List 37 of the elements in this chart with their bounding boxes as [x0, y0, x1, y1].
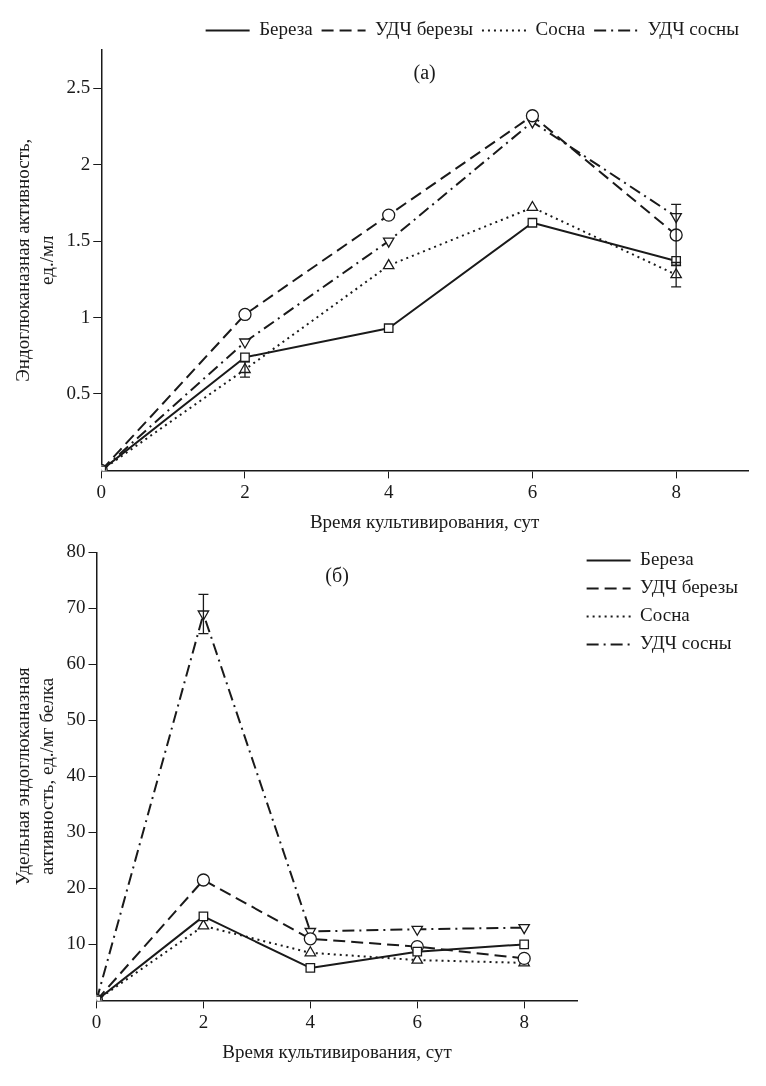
x-tick-label: 6: [412, 1010, 422, 1032]
text: (a): [413, 61, 436, 85]
y-tick-label: 2.5: [66, 76, 91, 98]
legend-label: Сосна: [535, 18, 586, 40]
x-tick-label: 2: [240, 480, 250, 502]
y-axis-title: Эндоглюканазная активность, ед./мл: [11, 138, 57, 382]
legend-label: УДЧ березы: [640, 576, 739, 598]
y-tick-label: 80: [66, 540, 86, 562]
x-tick-label: 2: [198, 1010, 209, 1032]
x-tick-label: 4: [305, 1010, 316, 1032]
x-axis-title: Время культивирования, сут: [309, 510, 541, 532]
legend-label: УДЧ сосны: [640, 632, 732, 654]
y-tick-label: 20: [66, 876, 86, 898]
y-tick-label: 2: [80, 152, 91, 174]
y-tick-label: 1: [80, 305, 91, 327]
y-tick-label: 30: [66, 820, 86, 842]
x-tick-label: 8: [519, 1010, 529, 1032]
legend-label: Сосна: [640, 604, 691, 626]
y-axis-title: Удельная эндоглюканазная активность, ед./мг белка: [11, 667, 57, 886]
text: (б): [325, 563, 349, 587]
x-axis-title: Время культивирования, сут: [222, 1040, 453, 1062]
legend-label: УДЧ сосны: [647, 18, 740, 40]
y-tick-label: 60: [66, 652, 86, 674]
x-tick-label: 6: [527, 480, 538, 502]
legend-label: Береза: [259, 18, 314, 40]
x-tick-label: 8: [671, 480, 681, 502]
legend-label: УДЧ березы: [375, 18, 474, 40]
y-tick-label: 50: [66, 708, 86, 730]
y-tick-label: 70: [66, 596, 86, 618]
y-tick-label: 40: [66, 764, 86, 786]
y-tick-label: 0.5: [66, 381, 91, 403]
x-tick-label: 4: [383, 480, 394, 502]
x-tick-label: 0: [96, 480, 106, 502]
x-tick-label: 0: [91, 1010, 102, 1032]
y-tick-label: 1.5: [66, 229, 91, 251]
y-tick-label: 10: [66, 932, 86, 954]
legend-label: Береза: [640, 548, 695, 570]
